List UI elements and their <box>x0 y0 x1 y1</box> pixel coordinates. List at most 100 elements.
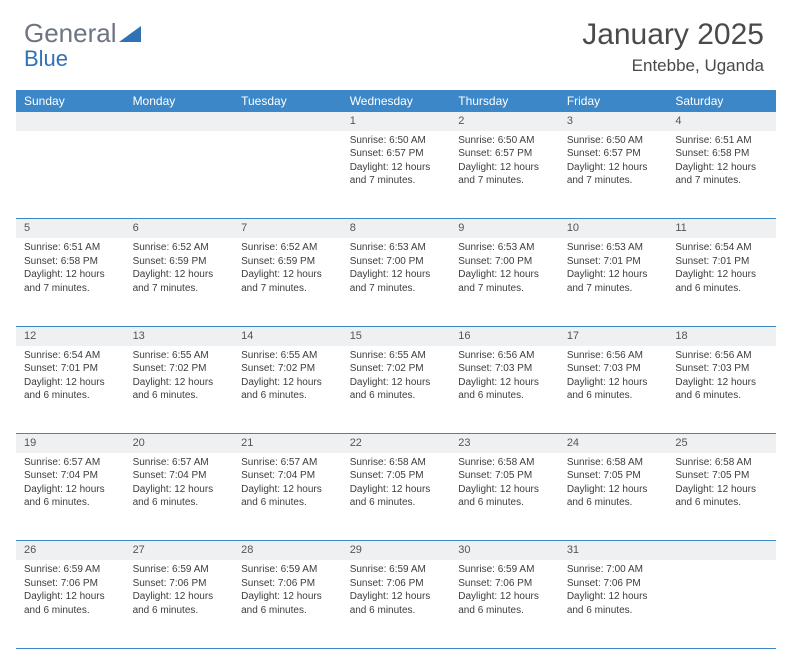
day-data-cell: Sunrise: 6:58 AMSunset: 7:05 PMDaylight:… <box>667 453 776 541</box>
sunset-line: Sunset: 7:05 PM <box>350 469 443 483</box>
daylight-line: Daylight: 12 hours and 6 minutes. <box>567 483 660 510</box>
daylight-line: Daylight: 12 hours and 6 minutes. <box>350 590 443 617</box>
daylight-line: Daylight: 12 hours and 7 minutes. <box>24 268 117 295</box>
sunset-line: Sunset: 6:58 PM <box>24 255 117 269</box>
daylight-line: Daylight: 12 hours and 6 minutes. <box>567 590 660 617</box>
day-number-cell: 9 <box>450 219 559 238</box>
brand-part2: Blue <box>24 46 68 72</box>
sunrise-line: Sunrise: 6:59 AM <box>133 563 226 577</box>
daylight-line: Daylight: 12 hours and 7 minutes. <box>350 268 443 295</box>
daylight-line: Daylight: 12 hours and 7 minutes. <box>133 268 226 295</box>
title-block: January 2025 Entebbe, Uganda <box>582 18 764 76</box>
sunset-line: Sunset: 7:02 PM <box>133 362 226 376</box>
page-title: January 2025 <box>582 18 764 52</box>
day-number-row: 19202122232425 <box>16 434 776 453</box>
daylight-line: Daylight: 12 hours and 7 minutes. <box>241 268 334 295</box>
sunset-line: Sunset: 7:05 PM <box>675 469 768 483</box>
day-data-cell: Sunrise: 6:56 AMSunset: 7:03 PMDaylight:… <box>667 346 776 434</box>
day-number-cell: 16 <box>450 326 559 345</box>
day-number-cell: 20 <box>125 434 234 453</box>
day-data-cell: Sunrise: 6:58 AMSunset: 7:05 PMDaylight:… <box>559 453 668 541</box>
day-data-cell: Sunrise: 6:58 AMSunset: 7:05 PMDaylight:… <box>450 453 559 541</box>
sunrise-line: Sunrise: 6:58 AM <box>567 456 660 470</box>
sunset-line: Sunset: 7:02 PM <box>241 362 334 376</box>
day-number-cell: 12 <box>16 326 125 345</box>
day-data-cell: Sunrise: 6:57 AMSunset: 7:04 PMDaylight:… <box>233 453 342 541</box>
sunrise-line: Sunrise: 6:57 AM <box>133 456 226 470</box>
day-data-cell: Sunrise: 6:59 AMSunset: 7:06 PMDaylight:… <box>16 560 125 648</box>
daylight-line: Daylight: 12 hours and 6 minutes. <box>458 590 551 617</box>
day-number-cell: 5 <box>16 219 125 238</box>
day-number-cell: 8 <box>342 219 451 238</box>
sunset-line: Sunset: 7:01 PM <box>24 362 117 376</box>
sunrise-line: Sunrise: 6:53 AM <box>458 241 551 255</box>
day-number-cell: 14 <box>233 326 342 345</box>
sunset-line: Sunset: 7:06 PM <box>24 577 117 591</box>
calendar-table: Sunday Monday Tuesday Wednesday Thursday… <box>16 90 776 649</box>
day-number-row: 262728293031 <box>16 541 776 560</box>
day-data-cell <box>667 560 776 648</box>
day-number-cell: 17 <box>559 326 668 345</box>
day-number-cell: 1 <box>342 112 451 131</box>
sunset-line: Sunset: 6:57 PM <box>458 147 551 161</box>
sunset-line: Sunset: 7:00 PM <box>458 255 551 269</box>
sunrise-line: Sunrise: 6:53 AM <box>350 241 443 255</box>
day-number-cell: 7 <box>233 219 342 238</box>
daylight-line: Daylight: 12 hours and 7 minutes. <box>458 268 551 295</box>
day-data-row: Sunrise: 6:57 AMSunset: 7:04 PMDaylight:… <box>16 453 776 541</box>
daylight-line: Daylight: 12 hours and 7 minutes. <box>350 161 443 188</box>
brand-logo: General <box>24 18 143 49</box>
sunrise-line: Sunrise: 6:59 AM <box>241 563 334 577</box>
sunset-line: Sunset: 7:02 PM <box>350 362 443 376</box>
sunrise-line: Sunrise: 6:59 AM <box>24 563 117 577</box>
day-number-cell: 21 <box>233 434 342 453</box>
day-data-row: Sunrise: 6:50 AMSunset: 6:57 PMDaylight:… <box>16 131 776 219</box>
day-number-cell: 19 <box>16 434 125 453</box>
day-data-cell: Sunrise: 7:00 AMSunset: 7:06 PMDaylight:… <box>559 560 668 648</box>
daylight-line: Daylight: 12 hours and 6 minutes. <box>458 376 551 403</box>
day-data-cell <box>233 131 342 219</box>
weekday-header: Monday <box>125 90 234 112</box>
daylight-line: Daylight: 12 hours and 7 minutes. <box>675 161 768 188</box>
day-data-cell: Sunrise: 6:58 AMSunset: 7:05 PMDaylight:… <box>342 453 451 541</box>
sunrise-line: Sunrise: 7:00 AM <box>567 563 660 577</box>
day-data-cell: Sunrise: 6:55 AMSunset: 7:02 PMDaylight:… <box>125 346 234 434</box>
sunrise-line: Sunrise: 6:54 AM <box>675 241 768 255</box>
sunset-line: Sunset: 7:04 PM <box>133 469 226 483</box>
day-data-cell: Sunrise: 6:59 AMSunset: 7:06 PMDaylight:… <box>450 560 559 648</box>
day-data-cell: Sunrise: 6:57 AMSunset: 7:04 PMDaylight:… <box>16 453 125 541</box>
weekday-header: Wednesday <box>342 90 451 112</box>
sunset-line: Sunset: 7:06 PM <box>350 577 443 591</box>
day-data-row: Sunrise: 6:59 AMSunset: 7:06 PMDaylight:… <box>16 560 776 648</box>
weekday-header: Friday <box>559 90 668 112</box>
day-data-cell: Sunrise: 6:52 AMSunset: 6:59 PMDaylight:… <box>125 238 234 326</box>
daylight-line: Daylight: 12 hours and 6 minutes. <box>133 376 226 403</box>
day-data-row: Sunrise: 6:51 AMSunset: 6:58 PMDaylight:… <box>16 238 776 326</box>
day-data-cell: Sunrise: 6:59 AMSunset: 7:06 PMDaylight:… <box>125 560 234 648</box>
day-number-cell: 27 <box>125 541 234 560</box>
day-number-cell: 24 <box>559 434 668 453</box>
day-number-cell: 15 <box>342 326 451 345</box>
day-number-row: 12131415161718 <box>16 326 776 345</box>
day-data-cell: Sunrise: 6:50 AMSunset: 6:57 PMDaylight:… <box>559 131 668 219</box>
day-data-cell: Sunrise: 6:52 AMSunset: 6:59 PMDaylight:… <box>233 238 342 326</box>
day-number-row: 567891011 <box>16 219 776 238</box>
brand-part1: General <box>24 18 117 49</box>
day-number-cell: 2 <box>450 112 559 131</box>
sunset-line: Sunset: 6:57 PM <box>567 147 660 161</box>
sunrise-line: Sunrise: 6:55 AM <box>241 349 334 363</box>
daylight-line: Daylight: 12 hours and 6 minutes. <box>350 376 443 403</box>
daylight-line: Daylight: 12 hours and 6 minutes. <box>241 483 334 510</box>
header: General January 2025 Entebbe, Uganda <box>0 0 792 82</box>
daylight-line: Daylight: 12 hours and 6 minutes. <box>133 483 226 510</box>
daylight-line: Daylight: 12 hours and 6 minutes. <box>241 376 334 403</box>
day-number-cell: 18 <box>667 326 776 345</box>
day-data-cell: Sunrise: 6:53 AMSunset: 7:00 PMDaylight:… <box>342 238 451 326</box>
location-label: Entebbe, Uganda <box>582 56 764 76</box>
daylight-line: Daylight: 12 hours and 7 minutes. <box>567 161 660 188</box>
sunset-line: Sunset: 7:05 PM <box>567 469 660 483</box>
sunset-line: Sunset: 6:59 PM <box>241 255 334 269</box>
sunrise-line: Sunrise: 6:56 AM <box>567 349 660 363</box>
sunset-line: Sunset: 7:06 PM <box>133 577 226 591</box>
sunrise-line: Sunrise: 6:55 AM <box>350 349 443 363</box>
